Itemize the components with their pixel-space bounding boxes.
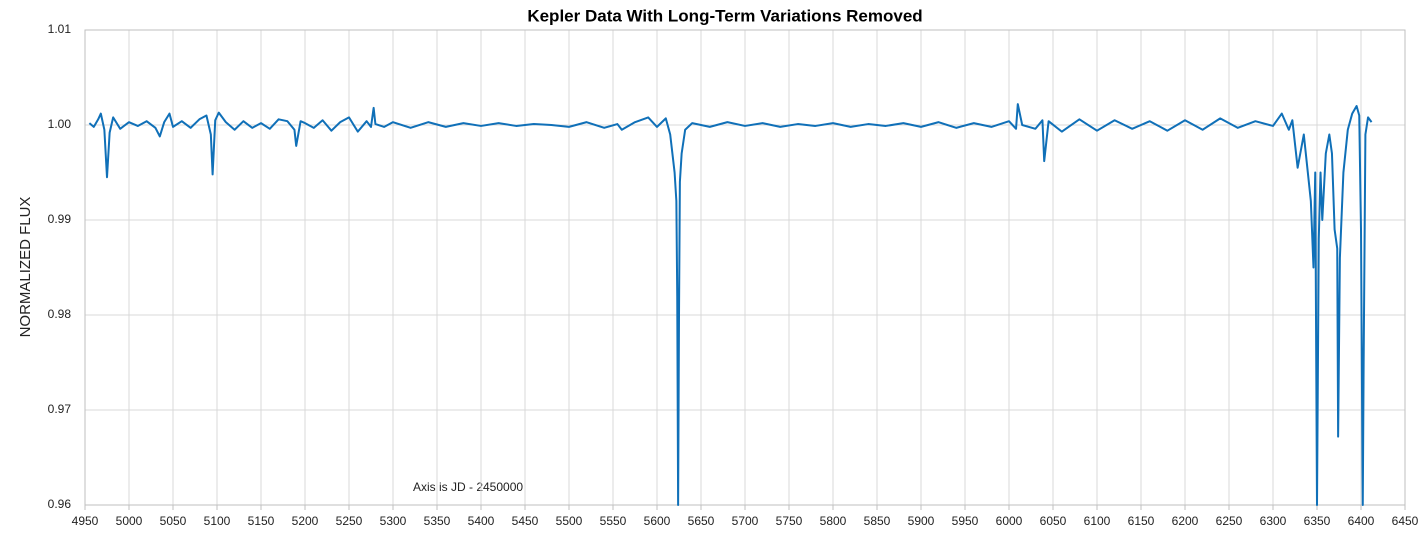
plot-frame	[84, 29, 1406, 506]
x-tick-label: 5850	[864, 514, 891, 528]
y-tick-label: 1.00	[48, 117, 72, 131]
x-tick-label: 6100	[1084, 514, 1111, 528]
x-tick-label: 6400	[1348, 514, 1375, 528]
x-tick-label: 5700	[732, 514, 759, 528]
y-tick-label: 0.98	[48, 307, 72, 321]
annotation: Axis is JD - 2450000	[413, 480, 523, 494]
x-tick-label: 5900	[908, 514, 935, 528]
x-tick-label: 6450	[1392, 514, 1419, 528]
x-tick-label: 5300	[380, 514, 407, 528]
chart-title: Kepler Data With Long-Term Variations Re…	[527, 6, 922, 25]
x-tick-label: 5050	[160, 514, 187, 528]
y-tick-label: 0.96	[48, 497, 72, 511]
x-tick-label: 5500	[556, 514, 583, 528]
x-tick-label: 6200	[1172, 514, 1199, 528]
x-tick-label: 5150	[248, 514, 275, 528]
x-tick-label: 6350	[1304, 514, 1331, 528]
flux-line	[88, 103, 1373, 506]
y-tick-label: 0.97	[48, 402, 72, 416]
x-tick-label: 6300	[1260, 514, 1287, 528]
x-tick-label: 5000	[116, 514, 143, 528]
x-tick-label: 4950	[72, 514, 99, 528]
x-tick-label: 5650	[688, 514, 715, 528]
x-tick-label: 6250	[1216, 514, 1243, 528]
y-tick-label: 0.99	[48, 212, 72, 226]
x-tick-label: 6150	[1128, 514, 1155, 528]
x-tick-label: 5200	[292, 514, 319, 528]
x-tick-label: 6050	[1040, 514, 1067, 528]
x-tick-label: 6000	[996, 514, 1023, 528]
x-tick-label: 5450	[512, 514, 539, 528]
x-tick-label: 5400	[468, 514, 495, 528]
x-tick-label: 5350	[424, 514, 451, 528]
x-tick-label: 5250	[336, 514, 363, 528]
x-tick-label: 5600	[644, 514, 671, 528]
x-tick-label: 5800	[820, 514, 847, 528]
x-tick-label: 5100	[204, 514, 231, 528]
x-tick-label: 5750	[776, 514, 803, 528]
y-axis-label: NORMALIZED FLUX	[17, 197, 34, 338]
x-tick-label: 5550	[600, 514, 627, 528]
x-tick-label: 5950	[952, 514, 979, 528]
y-tick-label: 1.01	[48, 22, 72, 36]
